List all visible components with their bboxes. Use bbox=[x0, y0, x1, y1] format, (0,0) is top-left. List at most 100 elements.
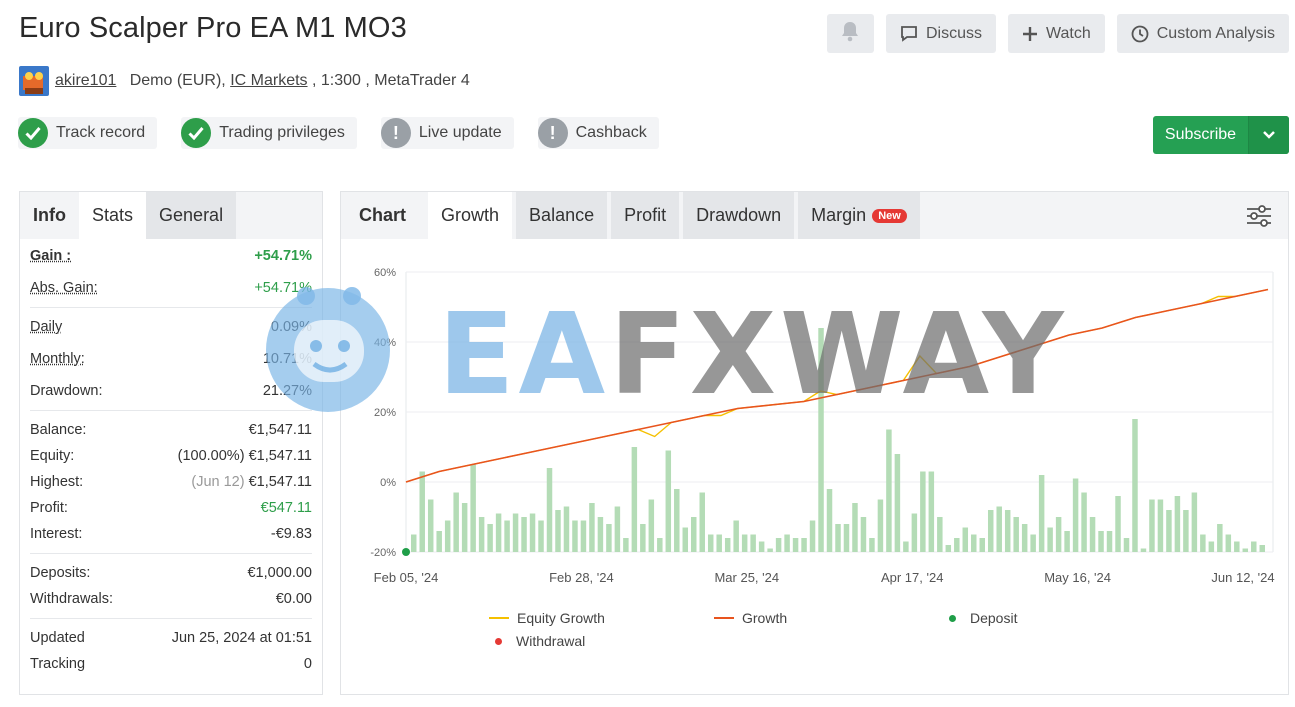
daily-bar bbox=[640, 524, 646, 552]
legend-swatch bbox=[495, 637, 502, 645]
chart-settings-icon[interactable] bbox=[1246, 204, 1272, 233]
daily-bar bbox=[869, 538, 875, 552]
daily-bar bbox=[733, 520, 739, 552]
tab-balance[interactable]: Balance bbox=[516, 192, 608, 239]
tab-drawdown[interactable]: Drawdown bbox=[683, 192, 795, 239]
legend-label: Equity Growth bbox=[517, 610, 605, 626]
daily-bar bbox=[1098, 531, 1104, 552]
daily-bar bbox=[631, 447, 638, 552]
account-type: Demo (EUR), bbox=[129, 72, 226, 89]
daily-bar bbox=[843, 524, 850, 552]
y-tick-label: 40% bbox=[374, 337, 396, 349]
tab-chart[interactable]: Chart bbox=[359, 205, 407, 225]
stat-label[interactable]: Abs. Gain: bbox=[30, 280, 98, 296]
tab-general[interactable]: General bbox=[146, 192, 237, 239]
stat-label[interactable]: Daily bbox=[30, 319, 63, 335]
stat-value: 21.27% bbox=[262, 383, 312, 399]
watch-label: Watch bbox=[1045, 24, 1091, 42]
stat-withdrawals: Withdrawals: €0.00 bbox=[30, 586, 312, 612]
leverage: , 1:300 , bbox=[311, 72, 370, 89]
stat-label: Deposits: bbox=[30, 565, 91, 581]
daily-bar bbox=[623, 538, 629, 552]
tab-margin[interactable]: Margin New bbox=[798, 192, 920, 239]
badge-cashback[interactable]: ! Cashback bbox=[537, 117, 659, 149]
daily-bar bbox=[750, 534, 756, 552]
daily-bar bbox=[1089, 517, 1096, 552]
subscribe-label[interactable]: Subscribe bbox=[1153, 116, 1249, 154]
check-icon bbox=[181, 118, 212, 148]
badge-trading-privileges[interactable]: Trading privileges bbox=[181, 117, 357, 149]
stat-gain: Gain : +54.71% bbox=[30, 243, 312, 269]
daily-bar bbox=[1072, 478, 1079, 552]
tab-profit[interactable]: Profit bbox=[611, 192, 680, 239]
custom-analysis-button[interactable]: Custom Analysis bbox=[1116, 14, 1289, 53]
daily-bar bbox=[971, 534, 977, 552]
daily-bar bbox=[461, 503, 468, 552]
stat-value: €1,000.00 bbox=[247, 565, 312, 581]
daily-bar bbox=[504, 520, 510, 552]
daily-bar bbox=[1200, 534, 1206, 552]
stat-label: Equity: bbox=[30, 448, 75, 464]
growth-line bbox=[405, 288, 1269, 483]
growth-chart[interactable]: 60% 40% 20% 0% -20% Feb 05, '24 Feb 28, '24 Mar… bbox=[341, 239, 1288, 599]
daily-bar bbox=[1106, 531, 1113, 552]
chart-panel: Chart Growth Balance Profit Drawdown Mar… bbox=[340, 191, 1289, 695]
x-tick-label: Jun 12, '24 bbox=[1211, 570, 1274, 585]
daily-bar bbox=[911, 513, 918, 552]
legend-equity-growth[interactable]: Equity Growth bbox=[489, 610, 605, 626]
daily-bar bbox=[835, 524, 841, 552]
legend-withdrawal[interactable]: Withdrawal bbox=[489, 633, 585, 649]
badge-track-record[interactable]: Track record bbox=[18, 117, 158, 149]
broker-link[interactable]: IC Markets bbox=[230, 72, 308, 89]
header-actions: Discuss Watch Custom Analysis bbox=[826, 14, 1289, 53]
daily-bar bbox=[724, 538, 731, 552]
daily-bar bbox=[741, 534, 748, 552]
daily-bar bbox=[1013, 517, 1019, 552]
stat-value: 0.09% bbox=[270, 319, 312, 335]
discuss-button[interactable]: Discuss bbox=[885, 14, 996, 53]
x-tick-label: Apr 17, '24 bbox=[881, 570, 943, 585]
tab-stats[interactable]: Stats bbox=[79, 192, 147, 239]
daily-bar bbox=[665, 450, 672, 552]
daily-bar bbox=[691, 517, 697, 552]
stats-panel: Info Stats General Gain : +54.71% Abs. G… bbox=[19, 191, 323, 695]
daily-bar bbox=[962, 527, 969, 552]
y-tick-label: 60% bbox=[374, 267, 396, 279]
plus-icon bbox=[1022, 26, 1038, 42]
stat-label[interactable]: Gain : bbox=[30, 248, 72, 264]
y-tick-label: -20% bbox=[370, 547, 396, 559]
daily-bar bbox=[801, 538, 807, 552]
avatar[interactable] bbox=[19, 66, 49, 96]
tab-growth[interactable]: Growth bbox=[428, 192, 513, 239]
legend-label: Deposit bbox=[970, 610, 1018, 626]
badge-label: Cashback bbox=[575, 124, 647, 141]
daily-bar bbox=[1225, 534, 1232, 552]
watch-button[interactable]: Watch bbox=[1007, 14, 1105, 53]
daily-bar bbox=[877, 499, 884, 552]
daily-bar bbox=[572, 520, 578, 552]
x-tick-label: Feb 05, '24 bbox=[374, 570, 439, 585]
y-tick-label: 0% bbox=[380, 477, 396, 489]
verification-badges: Track record Trading privileges ! Live u… bbox=[18, 117, 659, 149]
legend-growth[interactable]: Growth bbox=[714, 610, 787, 626]
tab-info[interactable]: Info bbox=[33, 205, 66, 225]
daily-bar bbox=[563, 506, 570, 552]
daily-bar bbox=[453, 492, 459, 552]
equity-growth-line bbox=[405, 288, 1269, 483]
discuss-label: Discuss bbox=[925, 24, 982, 42]
custom-analysis-label: Custom Analysis bbox=[1156, 24, 1275, 42]
clock-icon bbox=[1131, 25, 1149, 43]
daily-bar bbox=[954, 538, 960, 552]
stats-list: Gain : +54.71% Abs. Gain: +54.71% Daily … bbox=[20, 239, 322, 677]
equity-percent: (100.00%) bbox=[177, 448, 245, 464]
username-link[interactable]: akire101 bbox=[55, 72, 117, 89]
daily-bar bbox=[784, 534, 790, 552]
subscribe-button[interactable]: Subscribe bbox=[1153, 116, 1289, 154]
legend-deposit[interactable]: Deposit bbox=[943, 610, 1017, 626]
subscribe-dropdown-toggle[interactable] bbox=[1249, 116, 1289, 154]
stat-label[interactable]: Monthly: bbox=[30, 351, 85, 367]
daily-bar bbox=[767, 548, 773, 552]
notify-button[interactable] bbox=[826, 14, 874, 53]
badge-live-update[interactable]: ! Live update bbox=[380, 117, 514, 149]
daily-bar bbox=[1157, 499, 1164, 552]
